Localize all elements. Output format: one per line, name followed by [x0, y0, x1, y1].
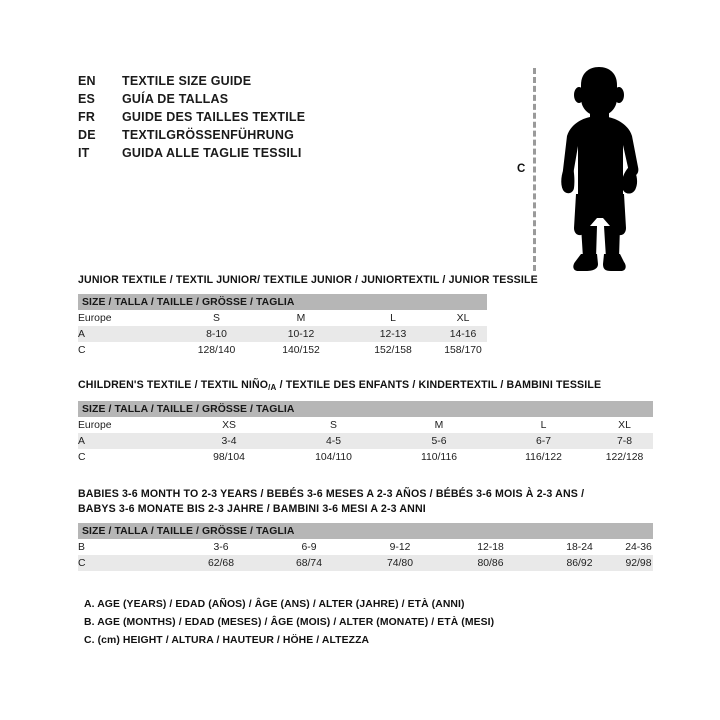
- language-row: DE TEXTILGRÖSSENFÜHRUNG: [78, 128, 305, 146]
- table-cell: L: [347, 310, 439, 326]
- footnote-c: C. (cm) HEIGHT / ALTURA / HAUTEUR / HÖHE…: [84, 635, 370, 646]
- table-cell: 3-6: [178, 539, 264, 555]
- table-cell: 122/128: [596, 449, 653, 465]
- language-title-block: EN TEXTILE SIZE GUIDE ES GUÍA DE TALLAS …: [78, 74, 305, 164]
- table-cell: 6-9: [264, 539, 354, 555]
- language-row: ES GUÍA DE TALLAS: [78, 92, 305, 110]
- language-code: EN: [78, 74, 96, 88]
- table-cell: S: [178, 310, 255, 326]
- footnote-b: B. AGE (MONTHS) / EDAD (MESES) / ÂGE (MO…: [84, 617, 495, 628]
- table-cell: XL: [596, 417, 653, 433]
- row-label: C: [78, 449, 178, 465]
- section-babies-textile: BABIES 3-6 MONTH TO 2-3 YEARS / BEBÉS 3-…: [78, 487, 653, 571]
- language-code: FR: [78, 110, 96, 124]
- language-title: TEXTILE SIZE GUIDE: [122, 74, 252, 88]
- table-cell: 98/104: [178, 449, 280, 465]
- table-row: Europe XS S M L XL: [78, 417, 653, 433]
- babies-size-table: SIZE / TALLA / TAILLE / GRÖSSE / TAGLIA …: [78, 523, 653, 571]
- footnotes-block: A. AGE (YEARS) / EDAD (AÑOS) / ÂGE (ANS)…: [84, 596, 494, 650]
- table-cell: 62/68: [178, 555, 264, 571]
- band-header-label: SIZE / TALLA / TAILLE / GRÖSSE / TAGLIA: [78, 523, 653, 539]
- language-row: FR GUIDE DES TAILLES TEXTILE: [78, 110, 305, 128]
- table-cell: 104/110: [280, 449, 387, 465]
- section-junior-textile: JUNIOR TEXTILE / TEXTIL JUNIOR/ TEXTILE …: [78, 273, 538, 358]
- child-silhouette-icon: [561, 67, 639, 271]
- table-band-header-row: SIZE / TALLA / TAILLE / GRÖSSE / TAGLIA: [78, 523, 653, 539]
- junior-size-table: SIZE / TALLA / TAILLE / GRÖSSE / TAGLIA …: [78, 294, 487, 358]
- table-cell: 12-18: [446, 539, 535, 555]
- table-cell: 152/158: [347, 342, 439, 358]
- language-title: TEXTILGRÖSSENFÜHRUNG: [122, 128, 295, 142]
- table-cell: 6-7: [491, 433, 596, 449]
- height-measure-dashed-line: [533, 68, 536, 271]
- height-measure-label: C: [517, 163, 526, 175]
- section-title: JUNIOR TEXTILE / TEXTIL JUNIOR/ TEXTILE …: [78, 274, 538, 286]
- table-row: A 8-10 10-12 12-13 14-16: [78, 326, 487, 342]
- language-title: GUIDE DES TAILLES TEXTILE: [122, 110, 306, 124]
- table-row: A 3-4 4-5 5-6 6-7 7-8: [78, 433, 653, 449]
- row-label: A: [78, 326, 178, 342]
- table-cell: 3-4: [178, 433, 280, 449]
- table-cell: 7-8: [596, 433, 653, 449]
- table-cell: 110/116: [387, 449, 491, 465]
- table-cell: M: [255, 310, 347, 326]
- table-cell: 158/170: [439, 342, 487, 358]
- section-title-line-2: BABYS 3-6 MONATE BIS 2-3 JAHRE / BAMBINI…: [78, 503, 426, 515]
- section-title-subscript: /A: [268, 383, 277, 392]
- table-row: C 62/68 68/74 74/80 80/86 86/92 92/98: [78, 555, 653, 571]
- table-cell: XS: [178, 417, 280, 433]
- language-row: IT GUIDA ALLE TAGLIE TESSILI: [78, 146, 305, 164]
- table-cell: 5-6: [387, 433, 491, 449]
- table-cell: 80/86: [446, 555, 535, 571]
- table-cell: 128/140: [178, 342, 255, 358]
- section-title-post: / TEXTILE DES ENFANTS / KINDERTEXTIL / B…: [276, 379, 602, 391]
- row-label: Europe: [78, 417, 178, 433]
- table-cell: 10-12: [255, 326, 347, 342]
- table-cell: XL: [439, 310, 487, 326]
- band-header-label: SIZE / TALLA / TAILLE / GRÖSSE / TAGLIA: [78, 401, 653, 417]
- table-cell: S: [280, 417, 387, 433]
- language-title: GUÍA DE TALLAS: [122, 92, 229, 106]
- table-cell: 9-12: [354, 539, 446, 555]
- row-label: A: [78, 433, 178, 449]
- row-label: C: [78, 555, 178, 571]
- table-row: B 3-6 6-9 9-12 12-18 18-24 24-36: [78, 539, 653, 555]
- language-row: EN TEXTILE SIZE GUIDE: [78, 74, 305, 92]
- row-label: Europe: [78, 310, 178, 326]
- section-title: CHILDREN'S TEXTILE / TEXTIL NIÑO/A / TEX…: [78, 378, 653, 395]
- table-band-header-row: SIZE / TALLA / TAILLE / GRÖSSE / TAGLIA: [78, 401, 653, 417]
- language-title: GUIDA ALLE TAGLIE TESSILI: [122, 146, 302, 160]
- table-cell: 4-5: [280, 433, 387, 449]
- language-code: DE: [78, 128, 96, 142]
- table-cell: 92/98: [624, 555, 653, 571]
- table-cell: M: [387, 417, 491, 433]
- table-cell: L: [491, 417, 596, 433]
- table-cell: 74/80: [354, 555, 446, 571]
- section-title-pre: CHILDREN'S TEXTILE / TEXTIL NIÑO: [78, 379, 269, 391]
- height-diagram: C: [500, 58, 670, 283]
- table-row: C 128/140 140/152 152/158 158/170: [78, 342, 487, 358]
- table-cell: 8-10: [178, 326, 255, 342]
- table-cell: 12-13: [347, 326, 439, 342]
- language-code: IT: [78, 146, 90, 160]
- table-cell: 18-24: [535, 539, 624, 555]
- table-row: Europe S M L XL: [78, 310, 487, 326]
- footnote-a: A. AGE (YEARS) / EDAD (AÑOS) / ÂGE (ANS)…: [84, 599, 465, 610]
- children-size-table: SIZE / TALLA / TAILLE / GRÖSSE / TAGLIA …: [78, 401, 653, 465]
- table-cell: 140/152: [255, 342, 347, 358]
- row-label: B: [78, 539, 178, 555]
- table-band-header-row: SIZE / TALLA / TAILLE / GRÖSSE / TAGLIA: [78, 294, 487, 310]
- table-cell: 14-16: [439, 326, 487, 342]
- language-code: ES: [78, 92, 96, 106]
- table-cell: 116/122: [491, 449, 596, 465]
- table-row: C 98/104 104/110 110/116 116/122 122/128: [78, 449, 653, 465]
- section-title-line-1: BABIES 3-6 MONTH TO 2-3 YEARS / BEBÉS 3-…: [78, 488, 585, 500]
- row-label: C: [78, 342, 178, 358]
- section-children-textile: CHILDREN'S TEXTILE / TEXTIL NIÑO/A / TEX…: [78, 378, 653, 465]
- table-cell: 86/92: [535, 555, 624, 571]
- table-cell: 24-36: [624, 539, 653, 555]
- table-cell: 68/74: [264, 555, 354, 571]
- band-header-label: SIZE / TALLA / TAILLE / GRÖSSE / TAGLIA: [78, 294, 487, 310]
